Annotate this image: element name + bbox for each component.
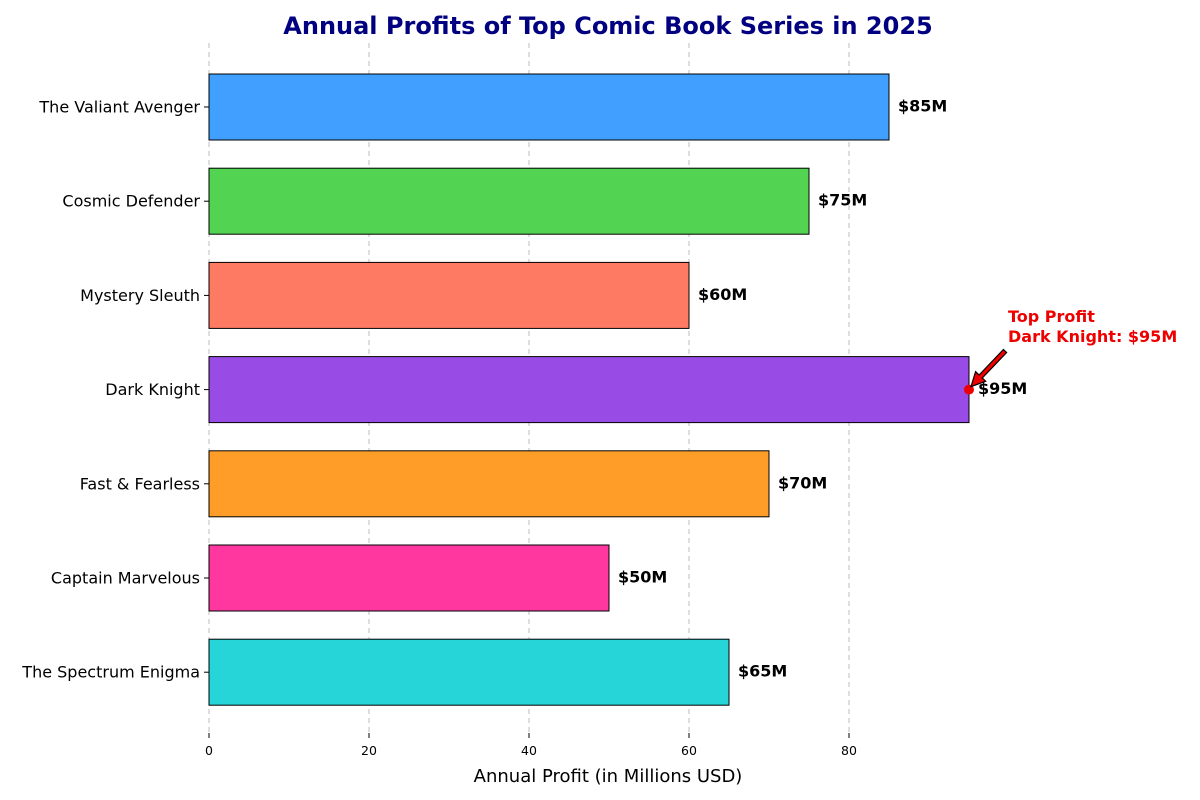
top-profit-annotation: Top Profit Dark Knight: $95M	[964, 307, 1177, 395]
category-label-cosmic-defender: Cosmic Defender	[62, 192, 200, 211]
value-label-cosmic-defender: $75M	[818, 191, 867, 210]
x-tick-label-40: 40	[521, 743, 537, 758]
category-label-the-valiant-avenger: The Valiant Avenger	[38, 98, 200, 117]
top-profit-marker	[964, 384, 974, 395]
annotation-text: Top Profit Dark Knight: $95M	[1008, 307, 1177, 346]
annotation-line-2: Dark Knight: $95M	[1008, 327, 1177, 346]
value-label-the-spectrum-enigma: $65M	[738, 662, 787, 681]
value-label-mystery-sleuth: $60M	[698, 285, 747, 304]
category-label-mystery-sleuth: Mystery Sleuth	[80, 286, 200, 305]
x-tick-label-80: 80	[841, 743, 857, 758]
x-tick-label-60: 60	[681, 743, 697, 758]
labels: 0 20 40 60 80 The Valiant Avenger $85M Cosmic D…	[21, 97, 1027, 759]
bar-mystery-sleuth	[208, 261, 690, 329]
value-label-fast-fearless: $70M	[778, 473, 827, 492]
category-label-captain-marvelous: Captain Marvelous	[51, 569, 200, 588]
value-label-the-valiant-avenger: $85M	[898, 97, 947, 116]
bar-the-spectrum-enigma	[208, 638, 730, 706]
value-label-captain-marvelous: $50M	[618, 568, 667, 587]
annotation-arrow	[970, 348, 1008, 388]
category-label-fast-fearless: Fast & Fearless	[80, 474, 200, 493]
x-tick-label-0: 0	[205, 743, 213, 758]
bars	[204, 73, 970, 706]
bar-dark-knight	[208, 356, 970, 424]
bar-cosmic-defender	[208, 167, 810, 235]
category-label-dark-knight: Dark Knight	[105, 380, 200, 399]
value-label-dark-knight: $95M	[978, 379, 1027, 398]
annotation-line-1: Top Profit	[1008, 307, 1095, 326]
category-label-the-spectrum-enigma: The Spectrum Enigma	[21, 663, 200, 682]
bar-captain-marvelous	[208, 544, 610, 612]
bar-fast-fearless	[208, 450, 770, 518]
x-axis-label: Annual Profit (in Millions USD)	[474, 766, 743, 787]
bar-the-valiant-avenger	[208, 73, 890, 141]
chart-title: Annual Profits of Top Comic Book Series …	[283, 12, 932, 40]
x-tick-label-20: 20	[361, 743, 377, 758]
